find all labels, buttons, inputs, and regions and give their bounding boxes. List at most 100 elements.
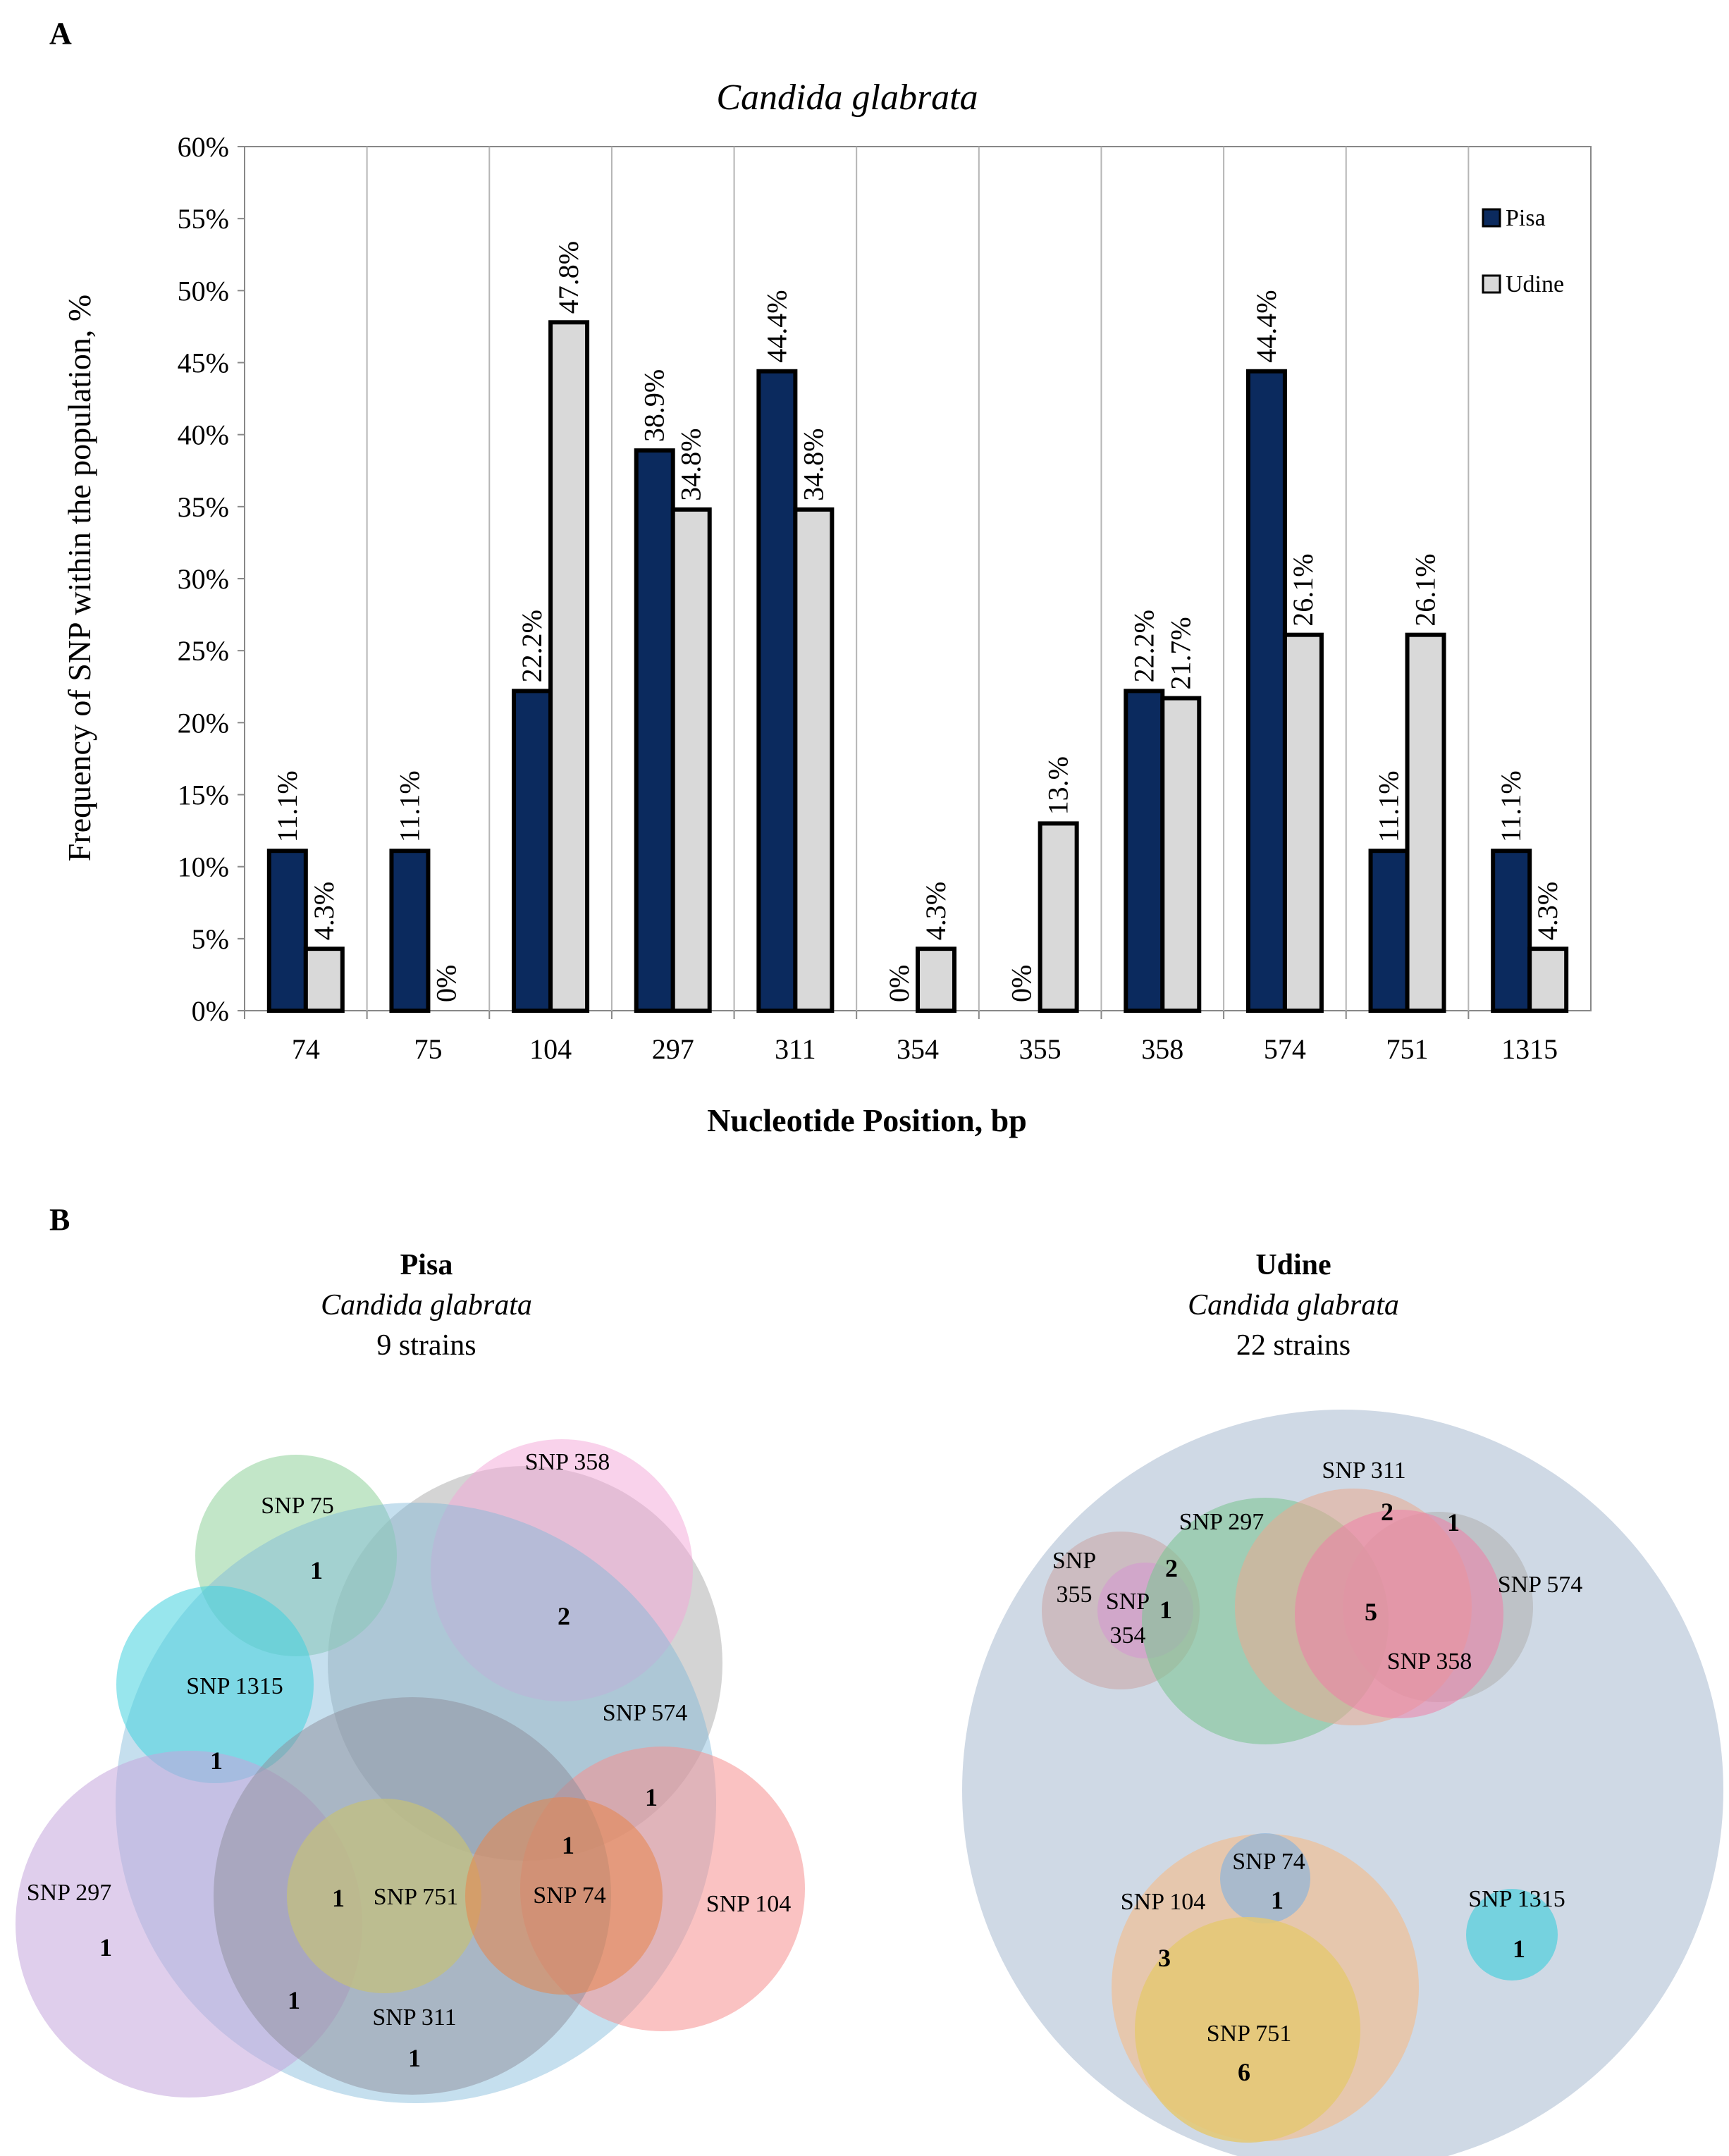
udine-title: Udine	[1255, 1249, 1331, 1281]
udine-count-snp74: 1	[1271, 1886, 1284, 1914]
bar-pisa	[512, 689, 553, 1013]
x-axis-ticks: 74 75 104 297 311 354 355 358 574 751 1315	[244, 1011, 1558, 1065]
bar-chart: Candida glabrata 0% 5% 10% 15% 20% 25% 30% 35% 4…	[61, 78, 1592, 1138]
pisa-title: Pisa	[400, 1249, 453, 1281]
y-tick-label: 30%	[178, 563, 229, 595]
udine-label-snp358: SNP 358	[1387, 1649, 1472, 1675]
pisa-label-snp74: SNP 74	[533, 1883, 606, 1909]
data-label-pisa: 11.1%	[271, 770, 303, 842]
data-label-pisa: 44.4%	[1250, 290, 1282, 362]
bar-udine	[793, 507, 835, 1013]
bar-pisa	[389, 849, 431, 1013]
udine-circle-snp751	[1135, 1917, 1360, 2143]
x-tick-label: 74	[292, 1033, 320, 1065]
bar-udine	[1527, 947, 1569, 1014]
pisa-count-snp358: 2	[558, 1602, 570, 1630]
bar-pisa	[1491, 849, 1532, 1013]
y-tick-label: 10%	[178, 851, 229, 883]
y-tick-label: 60%	[178, 131, 229, 163]
data-label-pisa: 11.1%	[1495, 770, 1527, 842]
x-tick-label: 751	[1386, 1033, 1429, 1065]
pisa-count-snp311: 1	[408, 2044, 421, 2072]
udine-label-snp311: SNP 311	[1322, 1458, 1405, 1484]
udine-label-snp355-word: SNP	[1052, 1548, 1096, 1574]
udine-label-snp574: SNP 574	[1498, 1572, 1583, 1598]
udine-count-snp297-355: 2	[1165, 1554, 1178, 1582]
pisa-count-snp574: 1	[645, 1783, 658, 1811]
data-label-pisa: 22.2%	[1128, 610, 1159, 682]
udine-label-snp1315: SNP 1315	[1468, 1886, 1565, 1912]
y-tick-label: 0%	[192, 995, 229, 1027]
udine-label-snp355-num: 355	[1057, 1582, 1093, 1608]
data-label-udine: 34.8%	[797, 429, 829, 501]
udine-count-snp311: 2	[1381, 1498, 1393, 1526]
pisa-count-snp74-574: 1	[562, 1831, 574, 1859]
y-tick-label: 55%	[178, 203, 229, 235]
venn-pisa: Pisa Candida glabrata 9 strains SNP 358 …	[16, 1249, 805, 2103]
bar-udine	[548, 320, 590, 1013]
panel-a-label: A	[49, 16, 72, 51]
x-tick-label: 75	[414, 1033, 442, 1065]
udine-count-snp354: 1	[1159, 1596, 1172, 1624]
udine-count-snp574: 1	[1447, 1508, 1460, 1536]
udine-circle-snp1315	[1466, 1889, 1558, 1981]
bar-udine	[1282, 632, 1324, 1013]
x-tick-label: 1315	[1501, 1033, 1558, 1065]
plot-area	[244, 146, 1592, 1011]
data-label-pisa: 22.2%	[516, 610, 548, 682]
category-gridlines	[366, 147, 1470, 1011]
legend-label-pisa: Pisa	[1506, 205, 1546, 231]
bar-udine	[670, 507, 712, 1013]
bar-data-labels: 11.1%4.3%11.1%0%22.2%47.8%38.9%34.8%44.4…	[271, 241, 1563, 1002]
x-tick-label: 311	[775, 1033, 816, 1065]
bar-series	[266, 320, 1569, 1014]
pisa-label-snp104: SNP 104	[706, 1891, 792, 1917]
legend-label-udine: Udine	[1506, 271, 1564, 297]
udine-strains: 22 strains	[1236, 1329, 1350, 1362]
y-tick-label: 20%	[178, 707, 229, 739]
udine-count-snp751: 6	[1238, 2058, 1250, 2086]
pisa-count-snp751: 1	[332, 1884, 345, 1912]
data-label-udine: 47.8%	[553, 241, 584, 314]
y-axis-ticks: 0% 5% 10% 15% 20% 25% 30% 35% 40% 45% 50% 55% 60%	[178, 131, 245, 1027]
data-label-pisa: 44.4%	[761, 290, 792, 362]
y-tick-label: 35%	[178, 491, 229, 523]
bar-pisa	[1124, 689, 1165, 1013]
venn-udine: Udine Candida glabrata 22 strains SNP 31…	[962, 1249, 1723, 2156]
bar-pisa	[266, 849, 308, 1013]
chart-title: Candida glabrata	[716, 78, 978, 118]
x-tick-label: 358	[1141, 1033, 1183, 1065]
data-label-udine: 4.3%	[920, 882, 952, 940]
bar-udine	[1405, 632, 1446, 1013]
bar-pisa	[1368, 849, 1410, 1013]
udine-label-snp751: SNP 751	[1207, 2021, 1292, 2047]
y-tick-label: 25%	[178, 635, 229, 667]
bar-udine	[1038, 821, 1079, 1014]
pisa-label-snp75: SNP 75	[261, 1493, 334, 1519]
udine-species: Candida glabrata	[1188, 1289, 1399, 1322]
data-label-udine: 0%	[430, 965, 462, 1002]
pisa-strains: 9 strains	[376, 1329, 476, 1362]
data-label-udine: 26.1%	[1410, 553, 1441, 626]
bar-udine	[1160, 696, 1202, 1013]
x-tick-label: 355	[1019, 1033, 1062, 1065]
udine-label-snp104: SNP 104	[1121, 1889, 1206, 1915]
data-label-udine: 34.8%	[675, 429, 707, 501]
y-tick-label: 45%	[178, 347, 229, 379]
data-label-pisa: 38.9%	[639, 369, 670, 442]
pisa-circle-snp74	[465, 1797, 663, 1995]
x-axis-label: Nucleotide Position, bp	[707, 1102, 1027, 1138]
data-label-udine: 13.%	[1042, 756, 1074, 815]
pisa-count-snp75: 1	[310, 1556, 323, 1584]
pisa-circle-snp1315	[116, 1586, 314, 1783]
udine-label-snp297: SNP 297	[1179, 1509, 1265, 1535]
y-axis-label: Frequency of SNP within the population, …	[61, 295, 97, 861]
legend-swatch-pisa	[1482, 208, 1501, 228]
udine-label-snp74: SNP 74	[1232, 1849, 1305, 1875]
data-label-udine: 4.3%	[1532, 882, 1563, 940]
bar-udine	[303, 947, 345, 1014]
udine-circle-snp74	[1220, 1833, 1310, 1923]
bar-pisa	[1245, 369, 1287, 1013]
udine-count-snp311-358: 5	[1365, 1598, 1377, 1626]
